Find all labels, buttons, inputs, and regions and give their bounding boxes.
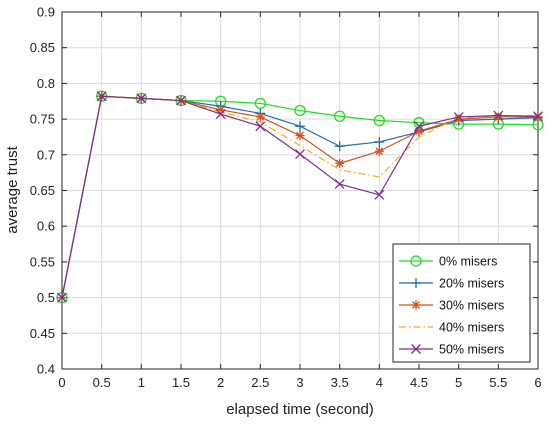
marker-stroke (533, 111, 543, 122)
y-tick-label: 0.45 (30, 326, 55, 341)
legend-label: 0% misers (439, 255, 497, 269)
data-point-marker (373, 114, 385, 127)
x-tick-label: 1 (138, 375, 145, 390)
x-tick-label: 2 (217, 375, 224, 390)
x-tick-label: 4 (376, 375, 383, 390)
x-tick-label: 3 (296, 375, 303, 390)
marker-stroke (374, 189, 385, 200)
marker-stroke (453, 111, 464, 122)
marker-stroke (414, 121, 424, 132)
x-axis-label: elapsed time (second) (226, 401, 374, 418)
x-tick-label: 5.5 (489, 375, 507, 390)
data-point-marker (295, 121, 305, 132)
data-point-marker (255, 112, 265, 122)
y-tick-label: 0.75 (30, 112, 55, 127)
y-tick-label: 0.6 (37, 219, 55, 234)
y-tick-label: 0.7 (37, 147, 55, 162)
series-layer (56, 90, 544, 304)
marker-stroke (493, 110, 504, 121)
legend: 0% misers 20% misers 30% misers 40% misers 5… (392, 243, 531, 363)
data-point-marker (374, 136, 385, 147)
marker-stroke (57, 292, 67, 303)
data-point-marker (453, 111, 464, 122)
legend-label: 20% misers (439, 277, 504, 291)
data-point-marker (57, 292, 67, 303)
y-tick-label: 0.8 (37, 76, 55, 91)
legend-marker-sample (411, 344, 421, 354)
y-tick-label: 0.65 (30, 183, 55, 198)
data-point-marker (215, 109, 226, 120)
legend-label: 40% misers (439, 321, 504, 335)
data-point-marker (255, 121, 266, 132)
marker-stroke (375, 147, 384, 156)
y-tick-label: 0.85 (30, 40, 55, 55)
tick-layer: 0 0.5 1 1.5 2 2.5 3 3.5 4 4.5 5 5.5 6 0.4 0.45 0.5 0.55 0… (30, 5, 542, 391)
marker-stroke (494, 113, 503, 121)
x-tick-label: 3.5 (331, 375, 349, 390)
data-point-marker (136, 93, 147, 104)
data-point-marker (374, 189, 385, 200)
data-point-marker (533, 111, 543, 122)
marker-stroke (215, 109, 226, 120)
marker-stroke (255, 121, 266, 132)
marker-stroke (136, 93, 147, 104)
legend-marker-sample (411, 300, 421, 310)
legend-label: 30% misers (439, 299, 504, 313)
x-tick-label: 0 (58, 375, 65, 390)
x-tick-label: 0.5 (93, 375, 111, 390)
x-tick-label: 6 (534, 375, 541, 390)
data-point-marker (334, 141, 345, 152)
data-point-marker (295, 149, 305, 160)
marker-stroke (296, 131, 304, 140)
data-point-marker (334, 110, 346, 122)
marker-stroke (411, 344, 421, 354)
data-point-marker (374, 146, 384, 156)
x-tick-label: 1.5 (172, 375, 190, 390)
series-50-misers (57, 91, 543, 303)
marker-stroke (335, 159, 344, 168)
data-point-marker (414, 121, 424, 132)
y-tick-label: 0.5 (37, 290, 55, 305)
x-tick-label: 5 (455, 375, 462, 390)
data-point-marker (335, 158, 345, 168)
data-point-marker (295, 131, 305, 141)
legend-label: 50% misers (439, 343, 504, 357)
x-tick-label: 4.5 (410, 375, 428, 390)
data-point-marker (493, 112, 503, 122)
marker-stroke (334, 179, 345, 190)
data-point-marker (96, 91, 107, 102)
marker-stroke (412, 301, 420, 309)
marker-stroke (96, 91, 107, 102)
data-point-marker (176, 95, 186, 106)
marker-stroke (295, 149, 305, 160)
legend-marker-sample (411, 278, 421, 288)
data-point-marker (334, 179, 345, 190)
data-point-marker (493, 110, 504, 121)
x-tick-label: 2.5 (251, 375, 269, 390)
y-tick-label: 0.9 (37, 5, 55, 20)
y-tick-label: 0.4 (37, 362, 55, 377)
marker-stroke (176, 95, 186, 106)
legend-marker-sample (410, 255, 422, 267)
y-axis-label: average trust (4, 145, 21, 233)
marker-stroke (256, 113, 265, 121)
y-tick-label: 0.55 (30, 254, 55, 269)
data-point-marker (294, 104, 306, 117)
